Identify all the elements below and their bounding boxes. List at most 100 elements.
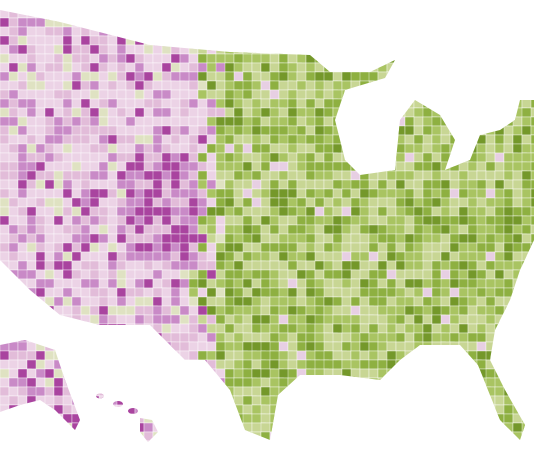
county xyxy=(440,422,451,433)
county xyxy=(26,305,41,316)
county xyxy=(99,450,108,459)
county xyxy=(224,242,235,253)
county xyxy=(449,224,460,235)
county xyxy=(494,377,509,388)
county xyxy=(80,323,95,334)
county xyxy=(305,404,320,415)
county xyxy=(107,386,122,397)
county xyxy=(422,413,433,424)
county xyxy=(35,206,46,217)
county xyxy=(494,206,505,217)
county xyxy=(404,431,419,442)
county xyxy=(242,53,253,64)
county xyxy=(143,314,154,325)
county xyxy=(71,287,82,298)
county xyxy=(323,10,334,19)
county xyxy=(395,440,410,442)
county xyxy=(224,287,235,298)
county xyxy=(404,359,415,370)
county xyxy=(278,251,289,262)
county xyxy=(377,10,392,19)
county xyxy=(26,134,37,145)
county xyxy=(314,431,325,442)
county xyxy=(476,440,487,442)
county xyxy=(8,260,19,271)
county xyxy=(80,305,91,316)
county xyxy=(413,431,428,442)
county xyxy=(395,116,406,127)
county xyxy=(449,197,460,208)
county xyxy=(62,260,73,271)
county xyxy=(260,386,271,397)
county xyxy=(521,386,532,397)
county xyxy=(414,0,423,9)
county xyxy=(26,332,41,343)
county xyxy=(188,296,199,307)
county xyxy=(17,422,32,433)
county xyxy=(332,26,343,37)
county xyxy=(170,395,181,406)
county xyxy=(207,450,216,459)
county xyxy=(152,17,163,28)
county xyxy=(440,170,451,181)
county xyxy=(98,368,113,379)
county xyxy=(440,296,451,307)
county xyxy=(422,107,433,118)
county xyxy=(261,450,275,459)
county xyxy=(395,377,406,388)
county xyxy=(53,26,64,37)
county xyxy=(35,89,46,100)
county xyxy=(71,413,86,424)
county xyxy=(323,413,338,424)
county xyxy=(467,17,478,28)
county xyxy=(161,10,172,19)
county xyxy=(188,260,199,271)
county xyxy=(251,143,262,154)
county xyxy=(386,35,401,46)
county xyxy=(441,450,450,459)
county xyxy=(359,404,370,415)
county xyxy=(431,431,442,442)
county xyxy=(368,269,379,280)
county xyxy=(413,35,428,46)
county xyxy=(467,125,478,136)
county xyxy=(35,71,46,82)
county xyxy=(467,188,478,199)
county xyxy=(233,188,244,199)
county xyxy=(99,0,113,9)
county xyxy=(116,188,127,199)
county xyxy=(45,450,54,459)
county xyxy=(521,26,532,37)
county xyxy=(503,143,514,154)
county xyxy=(98,161,109,172)
county xyxy=(17,305,32,316)
county xyxy=(107,431,122,442)
county xyxy=(8,10,19,19)
county xyxy=(341,44,356,55)
county xyxy=(521,341,534,352)
county xyxy=(260,134,271,145)
county xyxy=(233,161,244,172)
county xyxy=(206,368,217,379)
county xyxy=(89,80,100,91)
county xyxy=(53,269,64,280)
county xyxy=(323,107,334,118)
county xyxy=(53,44,64,55)
county xyxy=(422,278,433,289)
county xyxy=(287,98,298,109)
county xyxy=(395,134,406,145)
county xyxy=(297,450,311,459)
county xyxy=(503,161,514,172)
county xyxy=(314,17,325,28)
county xyxy=(62,305,73,316)
county xyxy=(260,305,271,316)
county xyxy=(116,395,131,406)
county xyxy=(0,377,10,388)
county xyxy=(188,179,199,190)
county xyxy=(341,116,352,127)
county xyxy=(179,440,190,442)
county xyxy=(269,80,280,91)
county xyxy=(197,215,208,226)
county xyxy=(422,179,433,190)
county xyxy=(233,440,244,442)
